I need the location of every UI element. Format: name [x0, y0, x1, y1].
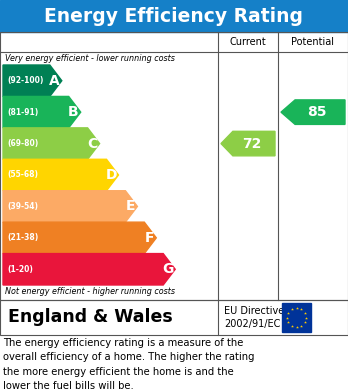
Text: The energy efficiency rating is a measure of the
overall efficiency of a home. T: The energy efficiency rating is a measur… — [3, 338, 254, 391]
Text: (39-54): (39-54) — [7, 202, 38, 211]
Bar — [0, 300, 348, 335]
Text: 72: 72 — [242, 136, 261, 151]
Polygon shape — [3, 128, 100, 159]
Polygon shape — [3, 254, 175, 285]
Text: Not energy efficient - higher running costs: Not energy efficient - higher running co… — [5, 287, 175, 296]
Text: (21-38): (21-38) — [7, 233, 38, 242]
Text: E: E — [125, 199, 135, 213]
Polygon shape — [221, 131, 275, 156]
Text: (1-20): (1-20) — [7, 265, 33, 274]
Bar — [0, 0, 348, 32]
Text: (55-68): (55-68) — [7, 170, 38, 179]
Text: (92-100): (92-100) — [7, 76, 44, 85]
Text: B: B — [68, 105, 79, 119]
Text: (81-91): (81-91) — [7, 108, 38, 117]
Text: C: C — [87, 136, 97, 151]
Text: (69-80): (69-80) — [7, 139, 38, 148]
Polygon shape — [3, 97, 81, 128]
Text: A: A — [49, 74, 60, 88]
Text: G: G — [162, 262, 174, 276]
Text: Potential: Potential — [292, 37, 334, 47]
Polygon shape — [3, 159, 119, 191]
Polygon shape — [3, 65, 62, 97]
Polygon shape — [3, 191, 137, 222]
Text: 85: 85 — [308, 105, 327, 119]
Text: F: F — [144, 231, 154, 245]
Bar — [0, 32, 348, 300]
Text: D: D — [105, 168, 117, 182]
Polygon shape — [3, 222, 156, 254]
Text: England & Wales: England & Wales — [8, 308, 173, 326]
Polygon shape — [281, 100, 345, 124]
Text: Very energy efficient - lower running costs: Very energy efficient - lower running co… — [5, 54, 175, 63]
Text: Energy Efficiency Rating: Energy Efficiency Rating — [45, 7, 303, 25]
Bar — [282, 303, 311, 332]
Text: Current: Current — [230, 37, 266, 47]
Text: EU Directive
2002/91/EC: EU Directive 2002/91/EC — [224, 306, 284, 329]
